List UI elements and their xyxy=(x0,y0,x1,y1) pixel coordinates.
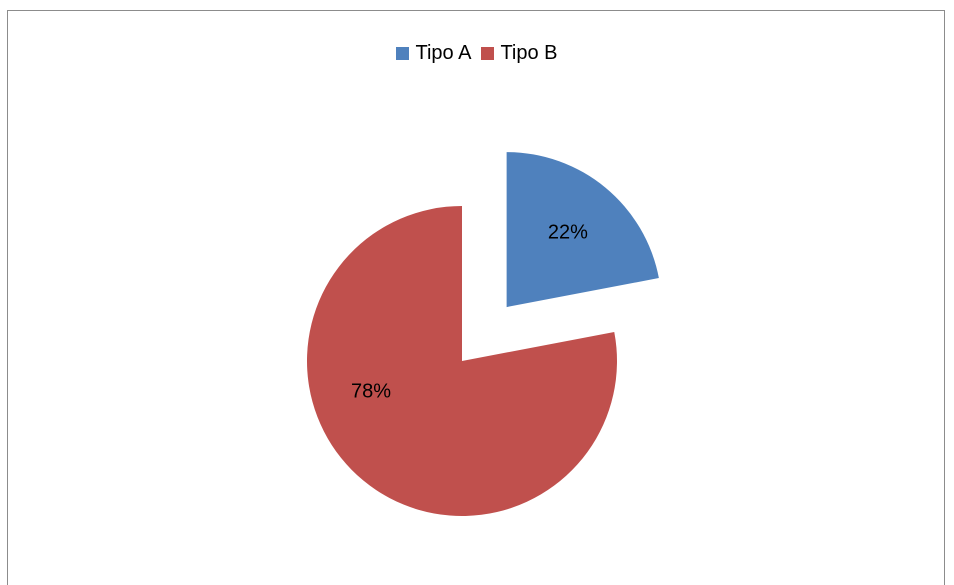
data-label-tipo-a: 22% xyxy=(548,221,588,243)
data-label-tipo-b: 78% xyxy=(351,380,391,402)
